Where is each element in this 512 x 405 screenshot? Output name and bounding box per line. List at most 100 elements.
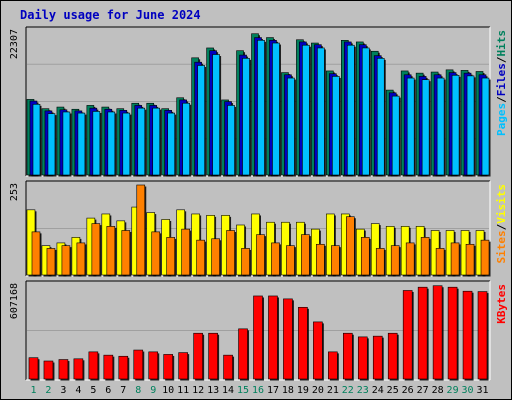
pages-bar-day-4 <box>77 112 86 176</box>
legend-entry: / <box>495 223 508 230</box>
pages-bar-day-6 <box>107 111 116 176</box>
kbytes-bar-day-28 <box>432 285 443 380</box>
kbytes-bar-day-22 <box>343 332 353 380</box>
y-tick-label: 253 <box>9 183 20 201</box>
x-label-day-31: 31 <box>476 385 488 396</box>
sites-bar-day-4 <box>76 242 86 276</box>
x-label-day-16: 16 <box>252 385 264 396</box>
pages-bar-day-11 <box>182 102 190 176</box>
sites-bar-day-6 <box>106 226 116 276</box>
pages-bar-day-17 <box>272 42 280 176</box>
pages-bar-day-25 <box>391 95 400 176</box>
sites-bar-day-23 <box>360 237 370 276</box>
sites-bar-day-5 <box>91 223 101 276</box>
kbytes-bar-day-17 <box>268 295 278 380</box>
pages-bar-day-22 <box>347 44 355 176</box>
kbytes-bar-day-27 <box>417 286 428 380</box>
sites-bar-day-28 <box>435 248 445 276</box>
kbytes-bar-day-6 <box>103 354 114 380</box>
pages-bar-day-13 <box>212 54 220 176</box>
sites-bar-day-20 <box>316 243 325 276</box>
pages-bar-day-27 <box>421 79 430 176</box>
kbytes-bar-day-11 <box>178 352 188 380</box>
pages-bar-day-1 <box>32 104 41 176</box>
kbytes-bar-day-10 <box>163 354 173 380</box>
kbytes-bar-day-12 <box>193 332 203 380</box>
legend-entry: KBytes <box>495 284 508 324</box>
legend-entry: Hits <box>495 30 508 57</box>
x-label-day-4: 4 <box>75 385 81 396</box>
x-label-day-5: 5 <box>90 385 96 396</box>
legend-entry: Pages <box>495 103 508 136</box>
pages-bar-day-15 <box>242 58 250 176</box>
visits-bar-day-21 <box>326 213 335 276</box>
x-label-day-13: 13 <box>207 385 219 396</box>
x-label-day-10: 10 <box>162 385 174 396</box>
x-label-day-25: 25 <box>387 385 399 396</box>
legend-entry: Sites <box>495 230 508 263</box>
pages-bar-day-30 <box>466 75 475 176</box>
panels: 22307Pages/Files/Hits253Sites/Visits6071… <box>9 26 508 381</box>
pages-bar-day-24 <box>376 58 385 176</box>
x-label-day-24: 24 <box>372 385 384 396</box>
x-label-day-7: 7 <box>120 385 126 396</box>
pages-bar-day-28 <box>436 77 445 176</box>
sites-bar-day-10 <box>166 237 175 276</box>
pages-bar-day-26 <box>406 77 415 176</box>
x-label-day-28: 28 <box>432 385 444 396</box>
sites-bar-day-31 <box>480 239 490 276</box>
x-label-day-9: 9 <box>150 385 156 396</box>
sites-bar-day-15 <box>241 248 250 276</box>
x-label-day-11: 11 <box>177 385 189 396</box>
chart-title: Daily usage for June 2024 <box>20 8 201 22</box>
kbytes-bar-day-19 <box>298 306 308 380</box>
x-label-day-14: 14 <box>222 385 234 396</box>
sites-bar-day-22 <box>346 216 355 276</box>
pages-bar-day-23 <box>361 47 370 176</box>
sites-bar-day-26 <box>405 242 415 276</box>
x-label-day-1: 1 <box>30 385 36 396</box>
pages-bar-day-3 <box>62 111 71 176</box>
kbytes-bar-day-1 <box>28 357 39 380</box>
kbytes-bar-day-20 <box>313 321 323 380</box>
sites-bar-day-29 <box>450 242 460 276</box>
kbytes-bar-day-14 <box>223 354 233 380</box>
x-label-day-22: 22 <box>342 385 354 396</box>
kbytes-bar-day-4 <box>73 358 84 380</box>
x-label-day-26: 26 <box>402 385 414 396</box>
kbytes-bar-day-25 <box>387 332 398 380</box>
x-label-day-8: 8 <box>135 385 141 396</box>
kbytes-bar-day-8 <box>133 349 144 380</box>
legend-entry: Visits <box>495 184 508 224</box>
x-label-day-23: 23 <box>357 385 369 396</box>
kbytes-bar-day-5 <box>88 351 99 380</box>
panel-2: 253 Sites/Visits <box>9 180 508 277</box>
sites-bar-day-27 <box>420 237 430 276</box>
kbytes-bar-day-7 <box>118 355 129 380</box>
sites-bar-day-16 <box>256 234 265 276</box>
x-label-day-6: 6 <box>105 385 111 396</box>
panel-3: 607168 KBytes <box>9 280 508 381</box>
pages-bar-day-31 <box>481 77 490 176</box>
kbytes-bar-day-29 <box>447 286 458 380</box>
kbytes-bar-day-13 <box>208 332 218 380</box>
kbytes-bar-day-18 <box>283 298 293 380</box>
sites-bar-day-8 <box>136 184 146 276</box>
x-label-day-17: 17 <box>267 385 279 396</box>
pages-bar-day-29 <box>451 75 460 176</box>
kbytes-bar-day-30 <box>462 290 473 380</box>
legend-entry: / <box>495 96 508 103</box>
kbytes-bar-day-9 <box>148 351 159 380</box>
kbytes-bar-day-23 <box>357 336 368 380</box>
pages-bar-day-5 <box>92 111 101 176</box>
sites-bar-day-1 <box>31 231 41 276</box>
x-label-day-19: 19 <box>297 385 309 396</box>
sites-bar-day-18 <box>286 245 295 276</box>
sites-bar-day-25 <box>390 245 400 276</box>
pages-bar-day-10 <box>167 112 175 176</box>
kbytes-bar-day-15 <box>238 328 248 380</box>
x-label-day-3: 3 <box>60 385 66 396</box>
